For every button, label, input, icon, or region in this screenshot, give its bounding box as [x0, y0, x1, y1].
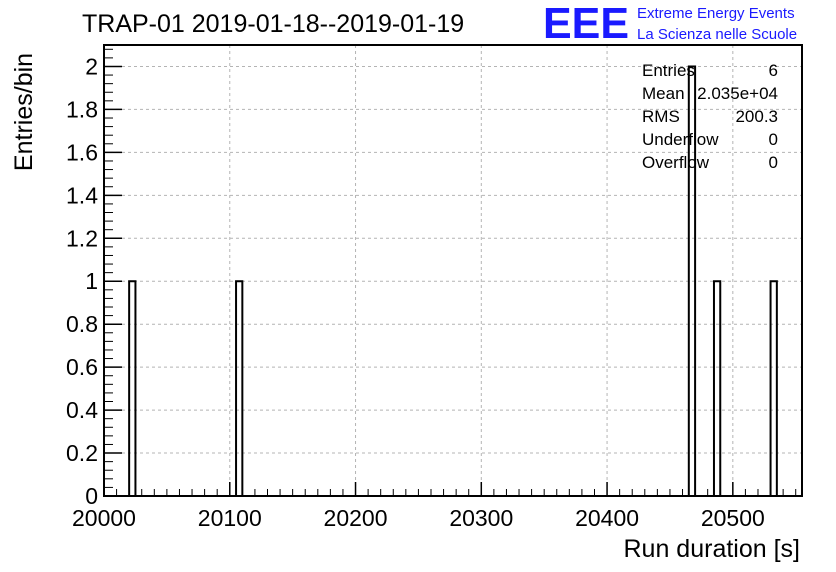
eee-logo-icon: EEE [543, 0, 629, 48]
stats-mean-value: 2.035e+04 [697, 84, 778, 103]
y-tick-label: 0.2 [66, 440, 98, 466]
histogram-bar [712, 280, 722, 497]
y-axis-label: Entries/bin [10, 53, 38, 171]
y-tick-label: 1.4 [66, 182, 98, 208]
y-tick-label: 1.8 [66, 96, 98, 122]
histogram-bar [769, 280, 778, 497]
y-tick-label: 2 [85, 53, 98, 79]
stats-rms-label: RMS [642, 107, 680, 126]
y-tick-label: 0.8 [66, 311, 98, 337]
x-tick-label: 20200 [324, 505, 388, 531]
x-tick-label: 20400 [575, 505, 639, 531]
stats-mean-label: Mean [642, 84, 685, 103]
axis-ticks: 20000 20100 20200 20300 20400 20500 0 0.2 0.4 0.6… [66, 48, 797, 531]
stats-underflow-value: 0 [769, 130, 778, 149]
x-tick-label: 20500 [701, 505, 765, 531]
x-tick-label: 20300 [449, 505, 513, 531]
y-tick-label: 0 [85, 483, 98, 509]
y-tick-label: 0.6 [66, 354, 98, 380]
stats-overflow-value: 0 [769, 153, 778, 172]
histogram-bar [235, 280, 244, 497]
y-tick-label: 0.4 [66, 397, 98, 423]
logo-line-1: Extreme Energy Events [637, 5, 795, 22]
plot-frame [103, 44, 803, 497]
x-axis-label: Run duration [s] [624, 535, 801, 563]
stats-entries-label: Entries [642, 61, 695, 80]
logo-line-2: La Scienza nelle Scuole [637, 26, 797, 43]
stats-box: Entries 6 Mean 2.035e+04 RMS 200.3 Under… [642, 61, 778, 172]
y-tick-label: 1 [85, 268, 98, 294]
histogram-bar [128, 280, 137, 497]
grid-lines [104, 45, 802, 496]
y-tick-label: 1.6 [66, 139, 98, 165]
stats-overflow-label: Overflow [642, 153, 710, 172]
stats-entries-value: 6 [769, 61, 778, 80]
x-tick-label: 20000 [72, 505, 136, 531]
y-tick-label: 1.2 [66, 225, 98, 251]
stats-underflow-label: Underflow [642, 130, 719, 149]
x-tick-label: 20100 [198, 505, 262, 531]
chart-title: TRAP-01 2019-01-18--2019-01-19 [82, 10, 464, 38]
stats-rms-value: 200.3 [735, 107, 778, 126]
